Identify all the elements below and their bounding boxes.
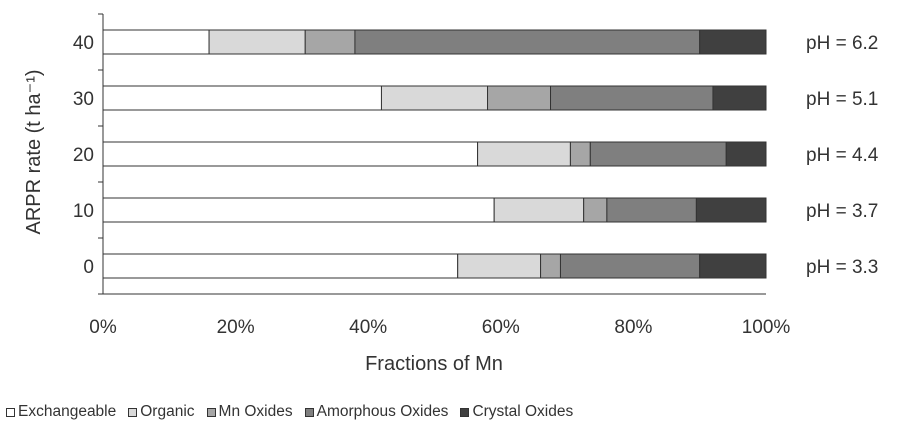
x-tick-label: 100% [742, 317, 791, 338]
legend-swatch [6, 407, 15, 417]
bar-segment [102, 85, 382, 111]
legend-label: Crystal Oxides [472, 403, 574, 420]
stacked-bar-chart: 0% 20% 40% 60% 80% 100% 40 pH = 6.2 30 pH = 5.1 20… [23, 13, 879, 375]
bar-segment [304, 29, 356, 55]
bar-segment [487, 85, 552, 111]
legend-label: Amorphous Oxides [316, 403, 449, 420]
bar-segment [725, 141, 767, 167]
x-tick-label: 60% [482, 317, 520, 338]
y-tick-label: 10 [73, 201, 94, 222]
x-tick-label: 0% [89, 317, 117, 338]
ph-annotation: pH = 3.3 [806, 257, 878, 278]
legend-label: Organic [140, 403, 195, 420]
bar-segment [102, 141, 479, 167]
bar-segment [583, 197, 608, 223]
bar-segment [493, 197, 585, 223]
bar-segment [569, 141, 591, 167]
y-tick-label: 20 [73, 145, 94, 166]
legend: Exchangeable Organic Mn Oxides Amorphous Ox… [6, 400, 585, 424]
bar-segment [102, 29, 210, 55]
bar-segment [477, 141, 571, 167]
bar-segment [699, 29, 767, 55]
legend-item: Amorphous Oxides [304, 403, 449, 421]
legend-swatch [460, 407, 470, 417]
legend-swatch [304, 407, 314, 417]
legend-item: Crystal Oxides [460, 403, 573, 421]
bar-segment [457, 253, 542, 279]
labels: 0% 20% 40% 60% 80% 100% 40 pH = 6.2 30 pH = 5.1 20… [73, 33, 879, 338]
ph-annotation: pH = 5.1 [806, 89, 878, 110]
bar-segment [712, 85, 767, 111]
bar-segment [354, 29, 701, 55]
x-tick-label: 40% [349, 317, 387, 338]
y-tick-label: 40 [73, 33, 94, 54]
bar-segment [208, 29, 306, 55]
legend-item: Organic [128, 403, 195, 421]
bar-segment [695, 197, 767, 223]
legend-label: Exchangeable [18, 403, 117, 420]
legend-item: Exchangeable [6, 403, 116, 421]
legend-swatch [128, 407, 138, 417]
bar-segment [102, 197, 495, 223]
ph-annotation: pH = 3.7 [806, 201, 878, 222]
bar-segment [550, 85, 714, 111]
x-axis-label: Fractions of Mn [365, 353, 503, 375]
x-tick-label: 80% [614, 317, 652, 338]
bar-segment [540, 253, 561, 279]
y-tick-label: 0 [83, 257, 94, 278]
legend-swatch [206, 407, 216, 417]
bar-segment [559, 253, 701, 279]
bar-segment [606, 197, 697, 223]
bar-segment [380, 85, 489, 111]
ph-annotation: pH = 4.4 [806, 145, 879, 166]
y-tick-label: 30 [73, 89, 94, 110]
y-axis-label: ARPR rate (t ha⁻¹) [23, 69, 45, 234]
x-tick-label: 20% [217, 317, 255, 338]
bar-segment [589, 141, 727, 167]
legend-label: Mn Oxides [218, 403, 293, 420]
bar-segment [102, 253, 459, 279]
bar-segment [699, 253, 767, 279]
ph-annotation: pH = 6.2 [806, 33, 878, 54]
bars [102, 29, 767, 279]
legend-item: Mn Oxides [206, 403, 293, 421]
